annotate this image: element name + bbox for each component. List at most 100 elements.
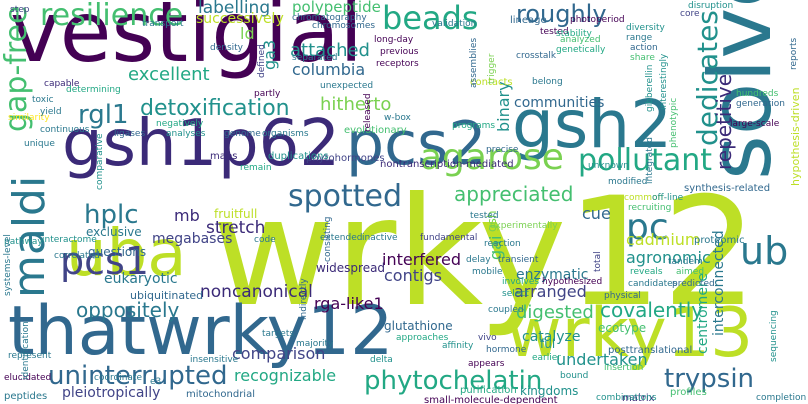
word-transport: transport <box>142 19 184 29</box>
word-catalyze: catalyze <box>522 329 581 345</box>
word-phenotypic: phenotypic <box>669 97 679 148</box>
word-roughly: roughly <box>516 0 607 28</box>
word-defined: defined <box>257 44 267 78</box>
word-pc: pc <box>626 207 669 248</box>
word-lineage: lineage <box>510 15 547 26</box>
word-code: code <box>254 235 276 245</box>
word-stability: stability <box>556 29 592 39</box>
word-range: range <box>626 33 653 43</box>
word-share: share <box>630 53 655 63</box>
word-genome: genome <box>224 129 261 139</box>
word-ecotype: ecotype <box>598 321 647 335</box>
word-mb: mb <box>174 206 200 225</box>
word-enzymatic: enzymatic <box>516 267 589 283</box>
word-phytohormones: phytohormones <box>306 153 385 164</box>
word-uba: uba <box>66 217 187 291</box>
word-unknown: unknown <box>588 161 629 171</box>
word-unique: unique <box>24 139 55 149</box>
word-negatively: negatively <box>156 119 204 129</box>
word-ld: ld <box>240 24 255 43</box>
word-yield: yield <box>40 107 62 117</box>
word-bound: bound <box>560 371 589 381</box>
word-nontranscription-mediated: nontranscription-mediated <box>380 159 514 170</box>
word-peptides: peptides <box>4 391 48 402</box>
word-tandem: tandem <box>668 257 703 267</box>
word-partly: partly <box>254 89 281 99</box>
word-spotted: spotted <box>288 179 403 214</box>
word-comparison: comparison <box>232 344 326 363</box>
word-proteomic: proteomic <box>694 235 745 246</box>
word-excellent: excellent <box>128 64 210 85</box>
word-determining: determining <box>66 85 121 95</box>
word-oppositely: oppositely <box>76 298 180 322</box>
word-generation: generation <box>736 99 785 109</box>
word-hitherto: hitherto <box>320 94 392 115</box>
word-hypothesized: hypothesized <box>542 277 603 287</box>
word-interestingly: interestingly <box>659 53 669 110</box>
word-off-line: off-line <box>652 193 684 203</box>
word-integrated: integrated <box>645 137 655 184</box>
word-contigs: contigs <box>384 266 442 285</box>
word-large-scale: large-scale <box>730 119 780 129</box>
word-targets: targets <box>262 329 295 339</box>
word-contacts: contacts <box>470 77 513 88</box>
word-e3: e3 <box>150 377 162 387</box>
word-consisting: consisting <box>323 216 333 262</box>
word-agarose: agarose <box>420 137 564 178</box>
word-identification: identification <box>21 321 31 380</box>
word-labelling: labelling <box>198 0 271 18</box>
word-programs: programs <box>452 121 496 131</box>
word-pleiotropically: pleiotropically <box>62 385 161 401</box>
word-transient: transient <box>498 255 539 265</box>
word-matrix: matrix <box>622 393 655 404</box>
word-evolutionary: evolutionary <box>344 125 407 136</box>
word-predicted: predicted <box>672 279 715 289</box>
word-attached: attached <box>290 40 370 61</box>
word-posttranslational: posttranslational <box>608 345 693 356</box>
word-detoxification: detoxification <box>140 96 290 121</box>
word-thatwrky12: thatwrky12 <box>8 292 394 371</box>
word-reveals: reveals <box>630 267 663 277</box>
word-noncanonical: noncanonical <box>200 282 313 302</box>
word-elucidated: elucidated <box>4 373 52 383</box>
word-polypeptide: polypeptide <box>292 0 381 16</box>
word-gsh2: gsh2 <box>512 86 673 163</box>
word-communities: communities <box>514 95 605 111</box>
word-mobile: mobile <box>472 267 503 277</box>
word-continuous: continuous <box>40 125 90 135</box>
word-core: core <box>680 9 700 19</box>
word-physical: physical <box>604 291 641 301</box>
word-glutathione: glutathione <box>384 319 453 333</box>
word-widespread: widespread <box>316 261 386 275</box>
word-wrky13: wrky13 <box>506 294 754 373</box>
word-assemblies: assemblies <box>469 37 479 88</box>
word-experimentally: experimentally <box>490 221 558 231</box>
word-density: density <box>210 43 243 53</box>
word-hormone: hormone <box>486 345 527 355</box>
word-stretch: stretch <box>206 218 266 238</box>
word-fundamental: fundamental <box>420 233 478 243</box>
word-pathway: pathway <box>4 237 43 247</box>
word-disruption: disruption <box>688 1 734 11</box>
word-pcs1: pcs1 <box>60 239 149 283</box>
word-insertion: insertion <box>604 363 644 373</box>
word-profiles: profiles <box>670 387 707 398</box>
word-appreciated: appreciated <box>454 182 574 206</box>
word-precise: precise <box>486 145 519 155</box>
word-ligases: ligases <box>114 129 146 139</box>
word-recognizable: recognizable <box>234 366 337 385</box>
word-systems-level: systems-level <box>3 234 13 296</box>
word-phytochelatin: phytochelatin <box>364 366 543 396</box>
word-crosstalk: crosstalk <box>516 51 557 61</box>
word-pcs2: pcs2 <box>346 109 487 179</box>
word-appears: appears <box>468 359 505 369</box>
word-long-day: long-day <box>374 35 414 45</box>
word-previous: previous <box>380 47 419 57</box>
word-covalently: covalently <box>600 298 704 322</box>
word-similarity: similarity <box>8 113 50 123</box>
word-inactive: inactive <box>362 233 398 243</box>
word-affinity: affinity <box>442 341 474 351</box>
word-arranged: arranged <box>514 282 587 301</box>
word-fruitfull: fruitfull <box>214 207 258 221</box>
